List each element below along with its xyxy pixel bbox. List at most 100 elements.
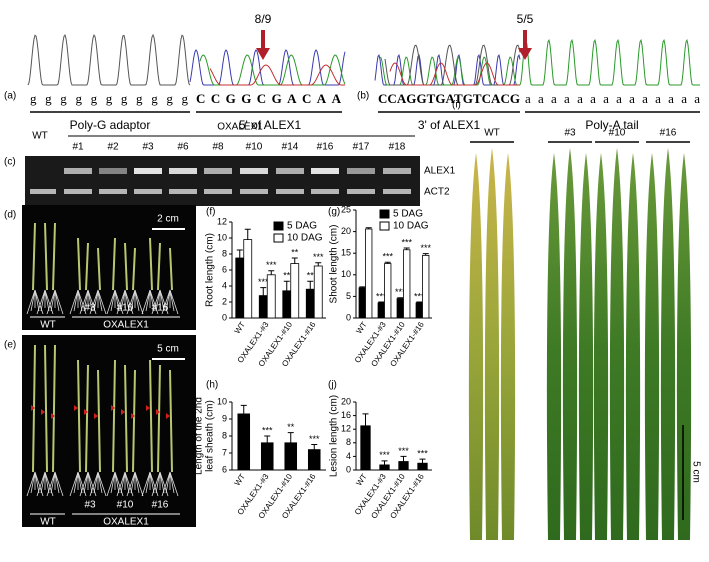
gel-band bbox=[311, 189, 339, 194]
group-label: #10 bbox=[609, 128, 626, 139]
seedling-root bbox=[79, 289, 89, 315]
y-tick-label: 12 bbox=[217, 216, 227, 226]
seedling-root bbox=[34, 471, 40, 494]
significance: *** bbox=[382, 252, 393, 262]
error-bar bbox=[236, 249, 243, 258]
gel-band bbox=[276, 189, 304, 194]
seedling-root bbox=[44, 289, 50, 312]
bar bbox=[235, 257, 245, 319]
seedling-root bbox=[77, 289, 83, 312]
error-bar bbox=[422, 253, 429, 256]
gel-band bbox=[99, 168, 127, 174]
y-tick-label: 25 bbox=[341, 204, 351, 214]
significance: ** bbox=[307, 271, 315, 281]
scale-label: 5 cm bbox=[157, 344, 179, 355]
bar bbox=[415, 302, 423, 319]
seedling-root bbox=[169, 471, 179, 497]
seedling-root bbox=[54, 289, 64, 315]
error-bar bbox=[260, 287, 267, 296]
seedling-root bbox=[145, 289, 151, 312]
group-label: #3 bbox=[564, 128, 576, 139]
seedling-shoot bbox=[85, 242, 89, 291]
y-tick-label: 15 bbox=[341, 248, 351, 258]
y-tick-label: 0 bbox=[346, 312, 351, 322]
leaf bbox=[625, 153, 641, 540]
seedling-shoot bbox=[52, 344, 56, 473]
red-marker bbox=[131, 413, 135, 419]
panel-label: (e) bbox=[4, 340, 16, 351]
red-marker bbox=[121, 409, 125, 415]
error-bar bbox=[359, 286, 366, 288]
seedling-root bbox=[151, 289, 161, 315]
seedling-root bbox=[44, 289, 54, 315]
bar bbox=[365, 228, 373, 319]
significance: *** bbox=[414, 291, 425, 301]
bar bbox=[313, 265, 323, 319]
significance: ** bbox=[291, 247, 299, 257]
panel-label: (c) bbox=[4, 157, 16, 168]
seedling-root bbox=[159, 471, 165, 494]
line-label: #16 bbox=[152, 303, 169, 314]
legend-swatch bbox=[273, 233, 284, 243]
seedling-root bbox=[97, 471, 107, 497]
seedling-root bbox=[73, 471, 79, 494]
chromatogram-trace bbox=[519, 38, 700, 86]
seedling-root bbox=[149, 471, 159, 497]
bar bbox=[360, 425, 371, 471]
group-label: OXALEX1 bbox=[103, 320, 149, 331]
seedling-shoot bbox=[52, 222, 56, 291]
seedling-root bbox=[50, 471, 56, 494]
seedling-root bbox=[26, 471, 36, 497]
significance: *** bbox=[258, 277, 269, 287]
significance: ** bbox=[283, 271, 291, 281]
chromatogram-trace bbox=[189, 49, 346, 86]
panel-label: (a) bbox=[4, 91, 16, 102]
bar bbox=[384, 263, 392, 319]
gel-band bbox=[204, 189, 232, 194]
chromatogram-trace bbox=[389, 62, 520, 86]
bar bbox=[243, 239, 253, 319]
seedling-root bbox=[93, 471, 99, 494]
panel-label: (j) bbox=[328, 380, 337, 391]
y-tick-label: 10 bbox=[341, 269, 351, 279]
bar bbox=[260, 442, 274, 471]
seedling-root bbox=[161, 471, 171, 497]
seedling-root bbox=[34, 471, 44, 497]
seedling-root bbox=[169, 289, 175, 312]
chromatogram-trace bbox=[384, 44, 521, 86]
seedling-root bbox=[97, 289, 103, 312]
lane-label: #16 bbox=[317, 142, 334, 153]
y-axis-label: Lesion length (cm) bbox=[329, 395, 340, 477]
significance: *** bbox=[376, 291, 387, 301]
seedling-root bbox=[89, 289, 99, 315]
gel-band bbox=[64, 168, 92, 174]
seedling-root bbox=[77, 471, 87, 497]
panel-label: (b) bbox=[357, 91, 369, 102]
seedling-root bbox=[36, 289, 46, 315]
significance: *** bbox=[379, 450, 390, 460]
region-label: Poly-G adaptor bbox=[70, 118, 151, 132]
significance: *** bbox=[262, 425, 273, 435]
seedling-root bbox=[110, 471, 116, 494]
group-label: #16 bbox=[660, 128, 677, 139]
red-arrow-head bbox=[518, 48, 532, 60]
seedling-shoot bbox=[44, 344, 48, 473]
y-tick-label: 4 bbox=[222, 280, 227, 290]
gel-band bbox=[311, 168, 339, 174]
seedling-shoot bbox=[77, 359, 81, 473]
bar bbox=[266, 274, 276, 319]
legend-swatch bbox=[379, 209, 390, 219]
gel-band bbox=[204, 168, 232, 174]
seedling-shoot bbox=[112, 359, 116, 473]
leaf bbox=[546, 153, 562, 540]
seedling-root bbox=[87, 471, 93, 494]
seedling-root bbox=[134, 289, 140, 312]
seedling-root bbox=[87, 289, 97, 315]
lane-label: #1 bbox=[72, 142, 84, 153]
significance: *** bbox=[401, 237, 412, 247]
seedling-root bbox=[106, 471, 116, 497]
lane-label: #14 bbox=[282, 142, 299, 153]
error-bar bbox=[287, 432, 294, 443]
legend-label: 10 DAG bbox=[287, 233, 323, 244]
